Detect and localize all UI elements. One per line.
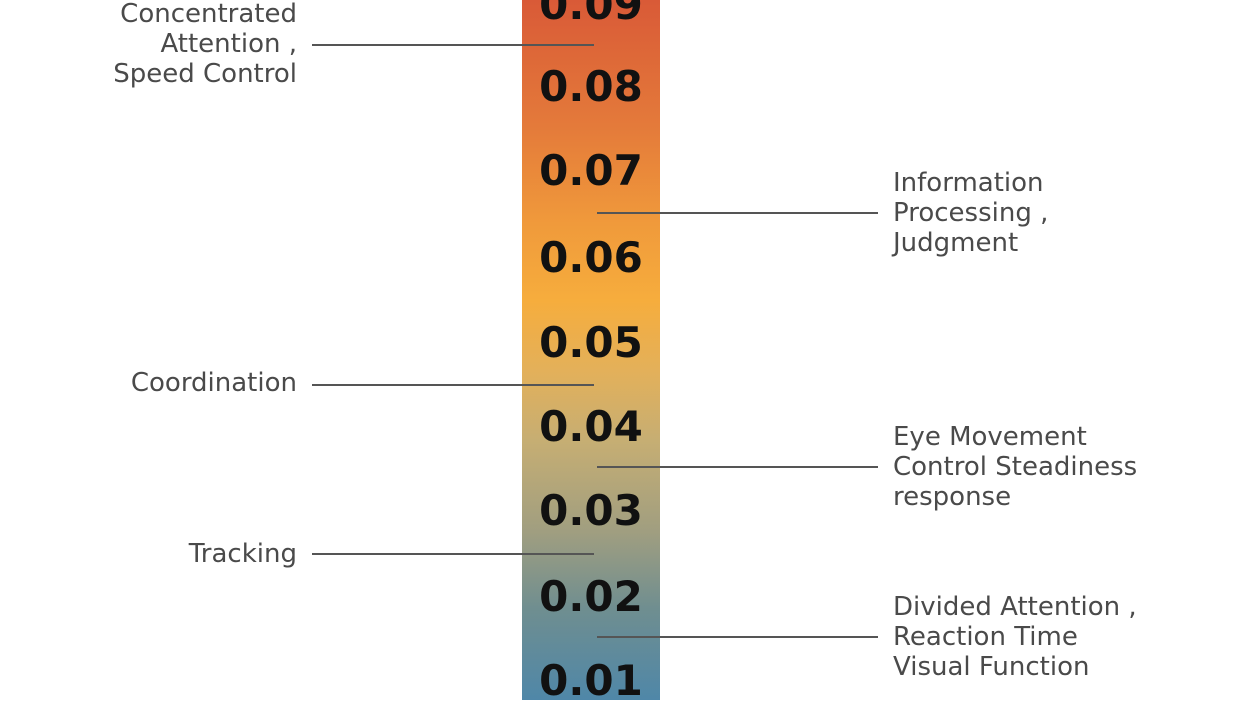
gradient-scale-bar	[522, 0, 660, 700]
tick-value: 0.03	[539, 486, 643, 535]
connector-line	[597, 636, 878, 638]
tick-value: 0.07	[539, 146, 643, 195]
tick-value: 0.01	[539, 656, 643, 705]
label-coordination: Coordination	[131, 368, 297, 398]
label-line: Coordination	[130, 368, 297, 398]
label-line: Speed Control	[113, 59, 297, 89]
label-line: Eye Movement	[893, 422, 1087, 452]
label-line: Visual Function	[893, 652, 1090, 682]
connector-line	[312, 44, 594, 46]
tick-value: 0.04	[539, 402, 643, 451]
tick-value: 0.02	[539, 572, 643, 621]
label-line: Processing ,	[893, 198, 1049, 228]
tick-value: 0.08	[539, 62, 643, 111]
connector-line	[597, 212, 878, 214]
tick-value: 0.05	[539, 318, 643, 367]
connector-line	[312, 553, 594, 555]
connector-line	[597, 466, 878, 468]
label-line: Reaction Time	[893, 622, 1078, 652]
label-tracking: Tracking	[189, 539, 297, 569]
label-line: Tracking	[188, 539, 297, 569]
label-line: response	[893, 482, 1012, 512]
label-concentrated-attention: Concentrated Attention , Speed Control	[113, 0, 297, 89]
label-line: Control Steadiness	[893, 452, 1138, 482]
label-information-processing: Information Processing , Judgment	[893, 168, 1048, 258]
label-line: Information	[893, 168, 1044, 198]
tick-value: 0.09	[539, 0, 643, 29]
label-line: Divided Attention ,	[893, 592, 1137, 622]
connector-line	[312, 384, 594, 386]
label-divided-attention: Divided Attention , Reaction Time Visual…	[893, 592, 1137, 682]
tick-value: 0.06	[539, 233, 643, 282]
label-line: Judgment	[893, 228, 1019, 258]
label-eye-movement: Eye Movement Control Steadiness response	[893, 422, 1137, 512]
label-line: Concentrated	[120, 0, 297, 29]
label-line: Attention ,	[160, 29, 297, 59]
